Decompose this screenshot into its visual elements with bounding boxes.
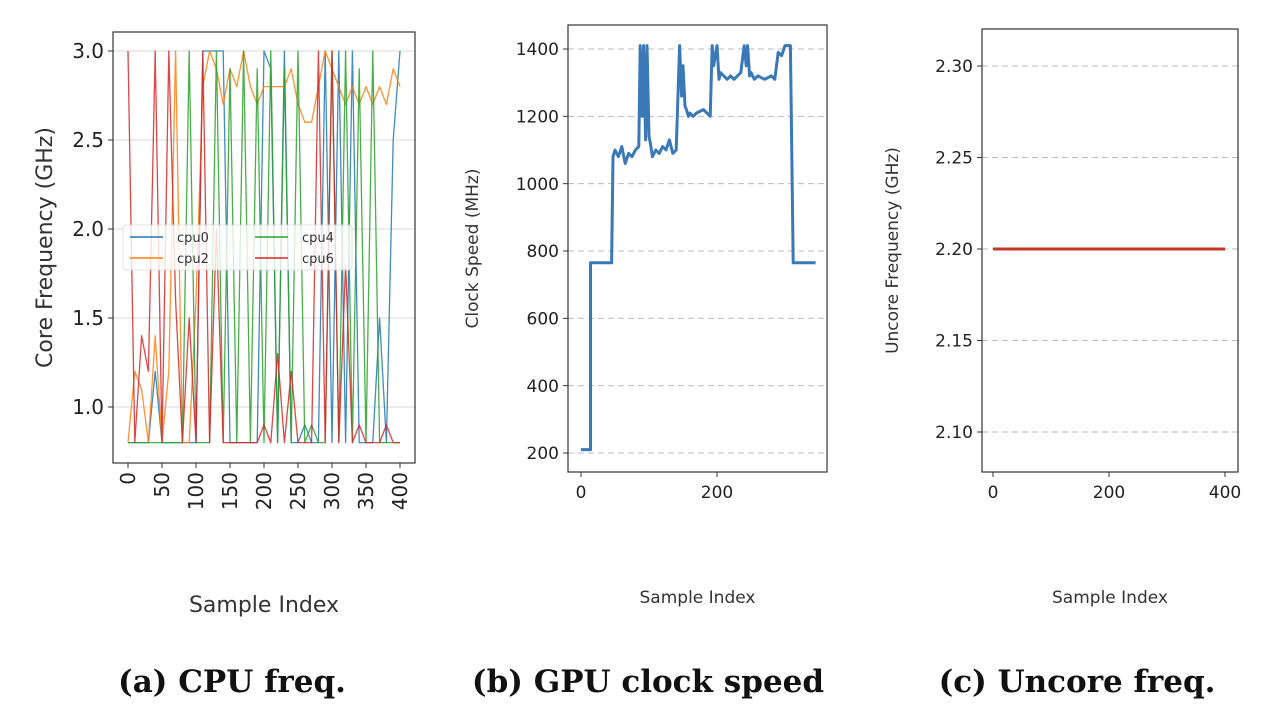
x-tick-label: 100 — [184, 472, 208, 510]
axes-frame — [112, 31, 416, 464]
x-tick-label: 200 — [252, 472, 276, 510]
y-tick-label: 1.0 — [72, 395, 104, 419]
chart-panel-0: 1.0 1.5 2.0 2.5 3.0 0 50 100 150 200 250 300 350 400 S… — [33, 31, 416, 700]
subfigure-caption: (c) Uncore freq. — [939, 664, 1216, 700]
series-line-cpu4 — [128, 50, 400, 444]
x-tick-label: 0 — [116, 472, 140, 485]
x-tick-label: 400 — [1209, 483, 1241, 503]
y-tick-label: 2.20 — [935, 240, 973, 260]
x-axis-label: Sample Index — [640, 588, 756, 608]
chart-panel-2: 2.10 2.15 2.20 2.25 2.30 0 200 400 Sample Index U… — [883, 28, 1241, 700]
x-tick-label: 0 — [988, 483, 999, 503]
series-line-cpu6 — [127, 50, 400, 444]
y-tick-label: 2.5 — [72, 128, 104, 152]
subfigure-caption: (a) CPU freq. — [118, 664, 346, 700]
y-tick-label: 800 — [527, 242, 559, 262]
x-tick-label: 50 — [150, 472, 174, 497]
x-axis-label: Sample Index — [189, 593, 339, 618]
x-tick-label: 150 — [218, 472, 242, 510]
legend-label-cpu0: cpu0 — [177, 231, 209, 246]
x-tick-label: 200 — [1093, 483, 1125, 503]
y-tick-label: 1400 — [516, 40, 559, 60]
y-tick-label: 2.0 — [72, 217, 104, 241]
y-tick-label: 2.15 — [935, 332, 973, 352]
legend-label-cpu2: cpu2 — [177, 252, 209, 267]
x-axis-label: Sample Index — [1052, 588, 1168, 608]
y-tick-label: 1200 — [516, 107, 559, 127]
x-tick-label: 400 — [388, 472, 412, 510]
legend-label-cpu6: cpu6 — [302, 252, 334, 267]
x-tick-label: 0 — [576, 483, 587, 503]
y-tick-label: 1.5 — [72, 306, 104, 330]
x-tick-label: 200 — [701, 483, 733, 503]
y-tick-label: 3.0 — [72, 39, 104, 63]
axes-frame — [981, 28, 1239, 473]
chart-panel-1: 200 400 600 800 1000 1200 1400 0 200 Sample Index… — [463, 24, 828, 700]
x-tick-label: 300 — [320, 472, 344, 510]
legend: cpu0 cpu2 cpu4 cpu6 — [122, 224, 353, 271]
subfigure-caption: (b) GPU clock speed — [472, 664, 824, 700]
y-tick-label: 200 — [527, 444, 559, 464]
y-tick-label: 400 — [527, 377, 559, 397]
y-tick-label: 2.30 — [935, 57, 973, 77]
y-tick-label: 1000 — [516, 175, 559, 195]
series-line-cpu2 — [127, 50, 401, 444]
y-axis-label: Uncore Frequency (GHz) — [883, 147, 903, 354]
x-tick-label: 350 — [354, 472, 378, 510]
y-axis-label: Core Frequency (GHz) — [33, 127, 58, 368]
y-tick-label: 2.10 — [935, 423, 973, 443]
series-line-0 — [581, 44, 816, 452]
x-tick-label: 250 — [286, 472, 310, 510]
legend-label-cpu4: cpu4 — [302, 231, 334, 246]
axes-frame — [567, 24, 828, 473]
y-axis-label: Clock Speed (MHz) — [463, 169, 483, 329]
y-tick-label: 600 — [527, 309, 559, 329]
y-tick-label: 2.25 — [935, 149, 973, 169]
